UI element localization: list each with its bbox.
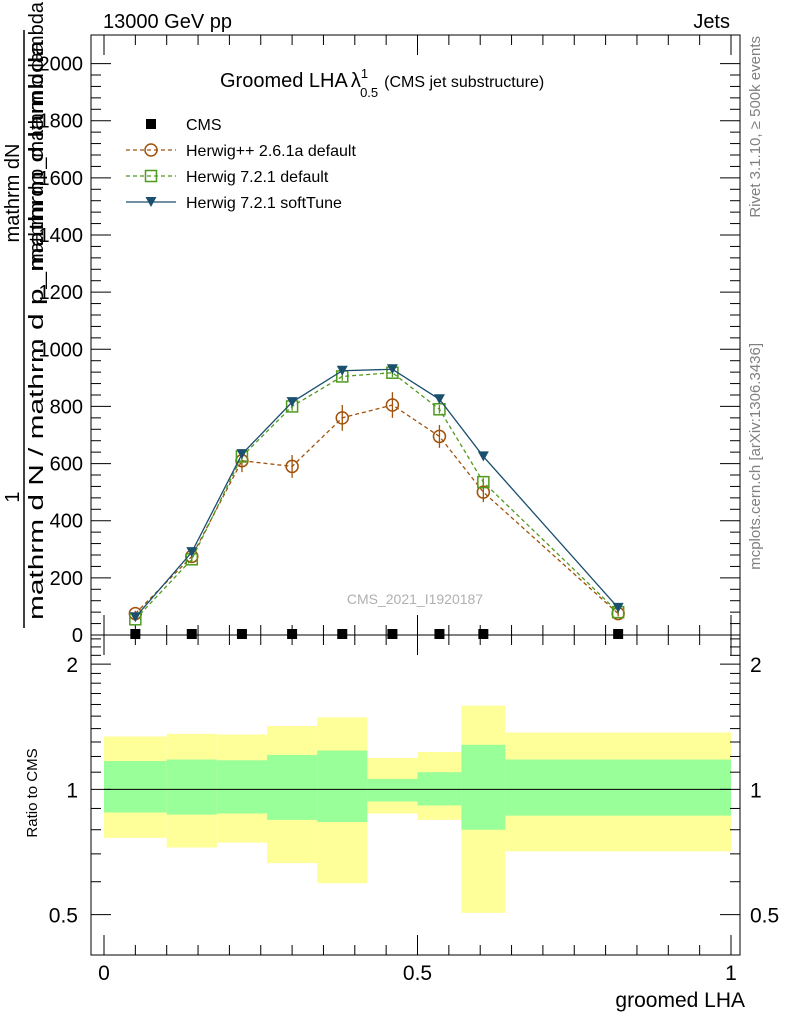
data-point-herwig-7-2-1-softtune [433, 394, 445, 405]
main-y-tick-label: 1200 [39, 282, 84, 304]
legend-label: CMS [186, 117, 222, 134]
data-point-cms [613, 629, 624, 639]
ratio-bands [104, 705, 731, 913]
ratio-y-axis: 0.5 0.5 1 1 2 2 [49, 638, 779, 928]
main-y-tick-label: 800 [50, 396, 83, 418]
ratio-stat-band [317, 750, 368, 822]
data-point-herwig-7-2-1-default [477, 475, 490, 489]
legend-label: Herwig 7.2.1 softTune [186, 195, 342, 212]
plot-title-main: Groomed LHA [220, 70, 348, 92]
ratio-stat-band [267, 754, 318, 820]
main-y-tick-label: 200 [50, 568, 83, 590]
data-point-herwig-7-2-1-softtune [336, 365, 348, 376]
series-layer [128, 364, 625, 639]
legend-marker [145, 197, 157, 207]
plot-title-symbol: λ [351, 70, 361, 92]
ratio-stat-band [417, 772, 462, 806]
legend-entry-herwig-7-2-1-default: Herwig 7.2.1 default [126, 169, 329, 186]
plot-title-sup: 1 [361, 66, 368, 81]
data-point-cms [387, 629, 398, 639]
main-y-tick-label: 0 [72, 625, 83, 647]
data-point-herwig-7-2-1-softtune [477, 451, 489, 462]
data-point-herwig-2-6-1a-default [385, 398, 400, 412]
x-axis-label: groomed LHA [615, 989, 745, 1012]
series-line-herwig-7-2-1-default [134, 372, 619, 620]
ratio-y-tick-label: 1 [66, 779, 78, 802]
plot-title-note: (CMS jet substructure) [384, 74, 544, 91]
data-point-cms [337, 629, 348, 639]
ratio-y-tick-label-right: 1 [750, 779, 762, 802]
main-y-tick-label: 1600 [39, 168, 84, 190]
header-energy-label: 13000 GeV pp [103, 11, 232, 33]
legend-entry-herwig-2-6-1a-default: Herwig++ 2.6.1a default [126, 143, 356, 160]
legend-marker [144, 143, 158, 157]
ratio-x-tick-label: 0 [98, 962, 110, 985]
ratio-stat-band [166, 759, 217, 815]
main-y-tick-label: 1800 [39, 111, 84, 133]
legend-label: Herwig 7.2.1 default [186, 169, 329, 186]
main-y-tick-label: 1400 [39, 225, 84, 247]
ratio-stat-band [367, 778, 418, 802]
data-point-herwig-7-2-1-softtune [236, 449, 248, 460]
data-point-herwig-7-2-1-softtune [612, 602, 624, 613]
ylabel-numerator-one: 1 [2, 491, 24, 502]
data-point-cms [434, 629, 445, 639]
ratio-y-tick-label: 2 [66, 654, 78, 677]
ylabel-numerator-two: mathrm dN [2, 144, 24, 243]
series-cms [130, 629, 624, 639]
legend-entry-cms: CMS [146, 117, 222, 134]
legend-label: Herwig++ 2.6.1a default [186, 143, 356, 160]
data-point-herwig-7-2-1-softtune [129, 612, 141, 623]
ratio-x-tick-label: 0.5 [403, 962, 432, 985]
main-y-axis-label: 1 mathrm dN mathrm d N / mathrm d p_math… [2, 1, 48, 628]
ratio-stat-band [104, 761, 167, 813]
data-point-herwig-7-2-1-softtune [186, 547, 198, 558]
plot-title: Groomed LHA λ1 0.5 (CMS jet substructure) [220, 66, 544, 100]
ratio-x-tick-label: 1 [725, 962, 737, 985]
watermark-label: CMS_2021_I1920187 [347, 591, 483, 607]
main-y-tick-label: 600 [50, 454, 83, 476]
series-line-herwig-7-2-1-softtune [134, 368, 619, 618]
data-point-herwig-2-6-1a-default [335, 411, 350, 425]
series-herwig-7-2-1-softtune [129, 364, 624, 623]
legend-marker [144, 169, 158, 183]
data-point-herwig-7-2-1-softtune [286, 397, 298, 408]
ratio-stat-band [461, 744, 506, 830]
series-herwig-2-6-1a-default [128, 392, 625, 621]
ratio-x-axis: 0 0.5 1 [98, 635, 737, 985]
ratio-y-tick-label-right: 0.5 [750, 905, 779, 928]
data-point-cms [236, 629, 247, 639]
data-point-cms [478, 629, 489, 639]
legend-marker [146, 119, 156, 129]
ratio-stat-band [505, 759, 731, 816]
main-y-axis: 0 200 400 600 800 1000 1200 1400 1600 1800 2000 [39, 54, 740, 647]
legend: CMS Herwig++ 2.6.1a default Herwig 7.2.1 d… [126, 117, 356, 212]
data-point-cms [287, 629, 298, 639]
legend-entry-herwig-7-2-1-softtune: Herwig 7.2.1 softTune [126, 195, 342, 212]
ylabel-denominator-one: mathrm d N / mathrm d p_mathrm d lambda [26, 39, 48, 620]
main-panel: 0 200 400 600 800 1000 1200 1400 1600 1800 2000 CM… [2, 1, 741, 647]
data-point-herwig-7-2-1-softtune [386, 364, 398, 375]
data-point-herwig-2-6-1a-default [432, 429, 447, 444]
header-jets-label: Jets [693, 11, 730, 33]
ratio-plot-frame [90, 634, 741, 956]
ratio-panel: 0.5 0.51 12 2 0 0.5 1 Ratio to CMS groomed LH… [24, 634, 779, 1012]
data-point-cms [186, 629, 197, 639]
mcplots-label: mcplots.cern.ch [arXiv:1306.3436] [747, 343, 764, 570]
ylabel-denominator-two: mathrm d p_mathrm d lambda [26, 1, 48, 270]
main-y-tick-label: 1000 [39, 339, 84, 361]
main-y-tick-label: 2000 [39, 54, 84, 76]
ratio-y-tick-label-right: 2 [750, 654, 762, 677]
data-point-herwig-2-6-1a-default [285, 459, 299, 474]
main-y-tick-label: 400 [50, 511, 83, 533]
data-point-cms [130, 629, 141, 639]
series-line-herwig-2-6-1a-default [134, 404, 619, 615]
ratio-y-axis-label: Ratio to CMS [24, 748, 41, 837]
rivet-version-label: Rivet 3.1.10, ≥ 500k events [747, 36, 764, 218]
ratio-y-tick-label: 0.5 [49, 905, 78, 928]
series-herwig-7-2-1-default [129, 366, 625, 626]
ratio-stat-band [216, 760, 268, 814]
plot-title-sub: 0.5 [360, 85, 378, 100]
